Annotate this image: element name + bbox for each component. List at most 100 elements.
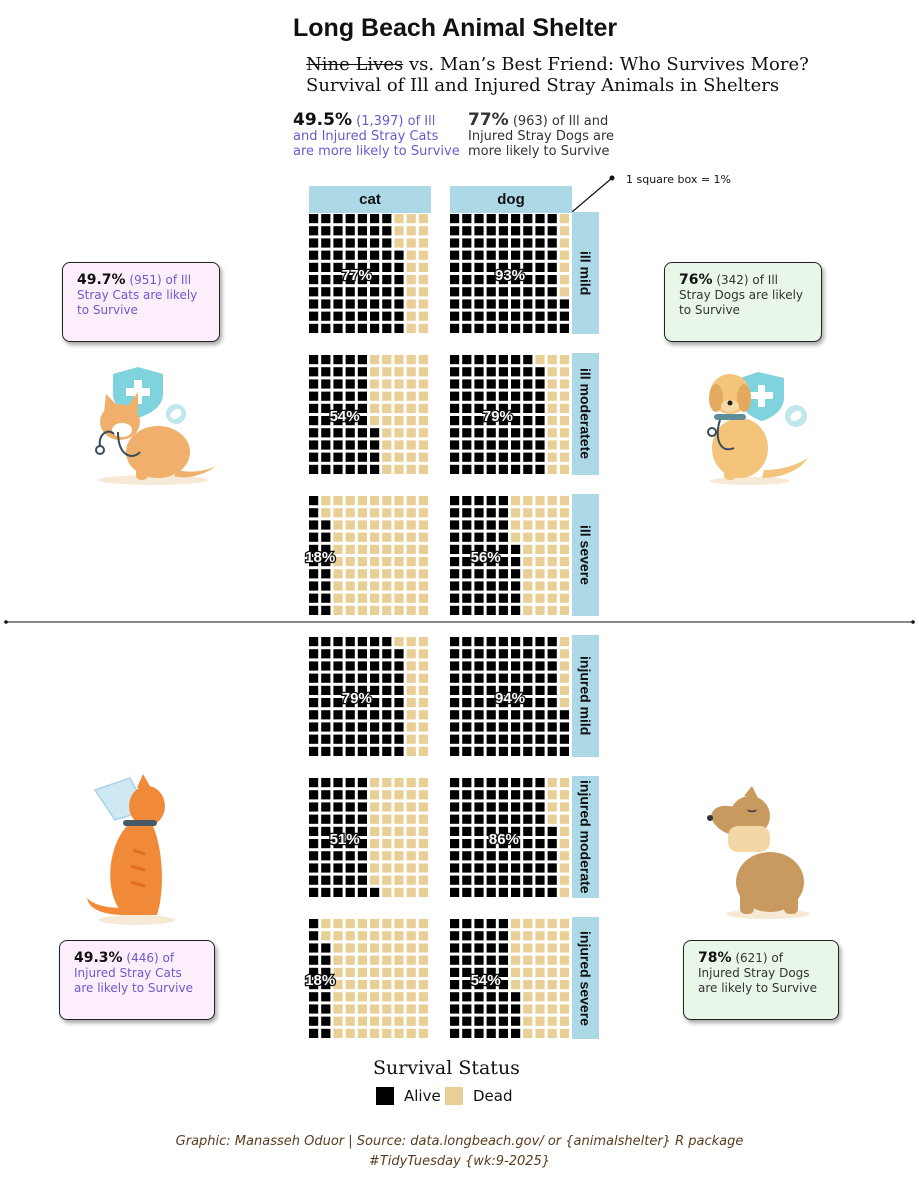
waffle-square	[382, 323, 392, 333]
waffle-square	[357, 569, 367, 579]
waffle-square	[406, 250, 416, 260]
waffle-square	[333, 593, 343, 603]
waffle-square	[345, 919, 355, 929]
waffle-square	[333, 851, 343, 861]
waffle-square	[394, 367, 404, 377]
waffle-square	[535, 508, 545, 518]
waffle-square	[474, 734, 484, 744]
waffle-square	[370, 496, 380, 506]
waffle-square	[382, 416, 392, 426]
waffle-square	[357, 440, 367, 450]
cat-summary-pct: 49.5%	[293, 110, 352, 130]
waffle-square	[406, 887, 416, 897]
waffle-square	[450, 464, 460, 474]
waffle-square	[382, 698, 392, 708]
waffle-square	[418, 734, 428, 744]
waffle-square	[498, 698, 508, 708]
waffle-square	[382, 391, 392, 401]
waffle-square	[406, 673, 416, 683]
waffle-square	[321, 226, 331, 236]
waffle-square	[321, 637, 331, 647]
waffle-square	[370, 839, 380, 849]
waffle-square	[406, 649, 416, 659]
waffle-square	[498, 851, 508, 861]
waffle-square	[547, 814, 557, 824]
waffle-square	[498, 673, 508, 683]
waffle-square	[535, 802, 545, 812]
waffle-square	[511, 943, 521, 953]
waffle-square	[498, 710, 508, 720]
callout-ill-dogs-text: (342) of Ill Stray Dogs are likely to Su…	[679, 273, 804, 317]
waffle-square	[474, 919, 484, 929]
waffle-square	[535, 464, 545, 474]
waffle-square	[370, 311, 380, 321]
waffle-square	[559, 814, 569, 824]
waffle-square	[382, 778, 392, 788]
waffle-square	[309, 287, 319, 297]
waffle-square	[535, 967, 545, 977]
waffle-square	[394, 887, 404, 897]
waffle-square	[523, 367, 533, 377]
waffle-square	[498, 403, 508, 413]
waffle-square	[535, 698, 545, 708]
waffle-square	[462, 1028, 472, 1038]
waffle-square	[523, 826, 533, 836]
waffle-square	[345, 967, 355, 977]
waffle-square	[370, 593, 380, 603]
waffle-square	[547, 428, 557, 438]
waffle-square	[418, 532, 428, 542]
waffle-square	[321, 685, 331, 695]
waffle-square	[450, 250, 460, 260]
waffle-square	[418, 569, 428, 579]
waffle-square	[309, 299, 319, 309]
waffle-square	[394, 955, 404, 965]
waffle-square	[418, 637, 428, 647]
waffle-square	[333, 980, 343, 990]
waffle-square	[547, 605, 557, 615]
waffle-square	[498, 1016, 508, 1026]
waffle-square	[406, 802, 416, 812]
waffle-square	[450, 287, 460, 297]
waffle-square	[309, 464, 319, 474]
waffle-square	[559, 250, 569, 260]
waffle-square	[523, 355, 533, 365]
waffle-square	[357, 299, 367, 309]
waffle-square	[535, 839, 545, 849]
waffle-square	[394, 967, 404, 977]
waffle-square	[523, 226, 533, 236]
waffle-square	[394, 722, 404, 732]
waffle-square	[547, 367, 557, 377]
waffle-square	[321, 355, 331, 365]
waffle-square	[559, 673, 569, 683]
waffle-square	[498, 581, 508, 591]
waffle-square	[309, 802, 319, 812]
waffle-square	[511, 311, 521, 321]
waffle-square	[370, 967, 380, 977]
waffle-square	[511, 673, 521, 683]
waffle-square	[333, 992, 343, 1002]
waffle-square	[357, 214, 367, 224]
waffle-square	[333, 428, 343, 438]
waffle-square	[406, 863, 416, 873]
waffle-square	[357, 980, 367, 990]
waffle-square	[474, 722, 484, 732]
waffle-square	[547, 919, 557, 929]
waffle-square	[535, 887, 545, 897]
callout-ill-cats-pct: 49.7%	[77, 272, 126, 288]
waffle-square	[486, 887, 496, 897]
waffle-square	[474, 379, 484, 389]
waffle-square	[382, 955, 392, 965]
waffle-square	[498, 508, 508, 518]
dog-summary-pct: 77%	[468, 110, 509, 130]
waffle-pct-label: 93%	[495, 267, 525, 284]
waffle-square	[394, 311, 404, 321]
waffle-square	[333, 544, 343, 554]
waffle-square	[345, 863, 355, 873]
waffle-square	[418, 379, 428, 389]
waffle-square	[394, 790, 404, 800]
waffle-square	[559, 367, 569, 377]
waffle-square	[523, 557, 533, 567]
waffle-square	[321, 532, 331, 542]
waffle-square	[406, 992, 416, 1002]
waffle-square	[511, 802, 521, 812]
